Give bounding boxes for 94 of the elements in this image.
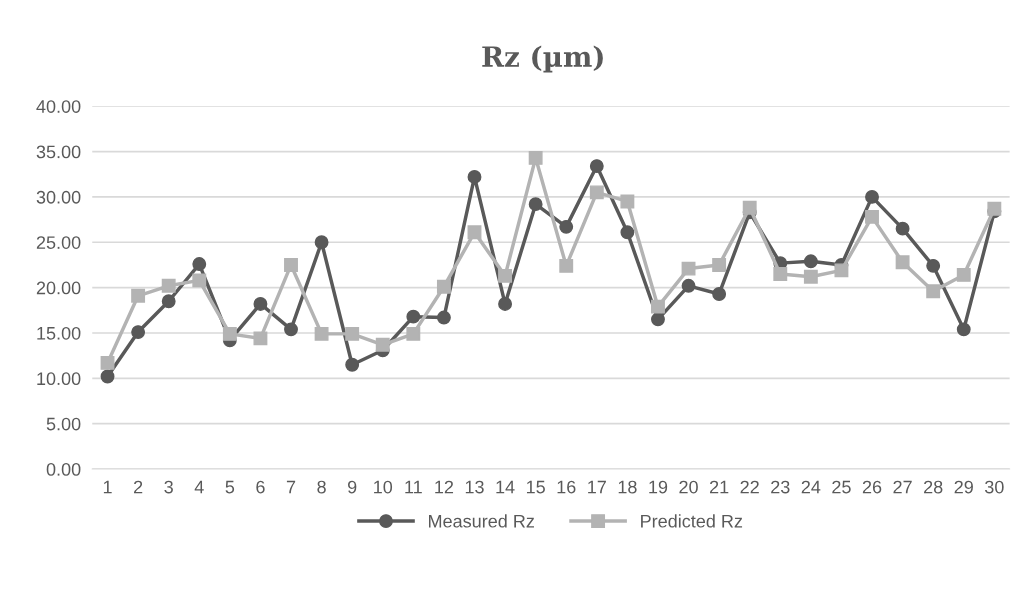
point	[681, 261, 696, 276]
point	[926, 258, 941, 273]
point	[100, 369, 115, 384]
legend-label: Predicted Rz	[641, 514, 743, 528]
y-tick-label: 5.00	[46, 417, 81, 431]
point	[956, 267, 971, 282]
x-tick-label: 28	[924, 480, 943, 494]
x-tick-label: 23	[771, 480, 790, 494]
point	[406, 326, 421, 341]
point	[895, 255, 910, 270]
y-tick-label: 10.00	[37, 372, 81, 386]
y-tick-label: 30.00	[36, 190, 81, 204]
point	[222, 326, 237, 341]
point	[528, 150, 543, 165]
point	[589, 185, 604, 200]
point	[651, 299, 665, 314]
point	[436, 310, 451, 325]
x-tick-label: 27	[893, 480, 912, 494]
point	[131, 288, 146, 303]
point	[284, 258, 298, 272]
point	[651, 312, 665, 327]
point	[375, 337, 390, 352]
x-tick-label: 22	[740, 480, 759, 494]
x-tick-label: 8	[317, 480, 326, 494]
x-tick-label: 6	[256, 480, 265, 494]
x-tick-label: 5	[225, 480, 235, 494]
x-tick-label: 16	[557, 480, 576, 494]
x-tick-label: 25	[832, 480, 851, 494]
point	[314, 326, 329, 341]
legend-label: Measured Rz	[429, 514, 534, 528]
point	[865, 209, 879, 224]
x-tick-label: 29	[954, 480, 973, 494]
point	[926, 284, 941, 299]
point	[345, 357, 360, 372]
point	[161, 278, 176, 293]
x-tick-label: 1	[103, 480, 112, 494]
point	[589, 159, 604, 174]
point	[834, 263, 849, 278]
point	[100, 355, 115, 370]
point	[467, 225, 482, 240]
x-tick-label: 4	[194, 480, 204, 494]
point	[895, 221, 910, 236]
y-tick-label: 40.00	[36, 100, 81, 113]
point	[192, 257, 207, 271]
x-tick-label: 15	[526, 480, 545, 494]
point	[498, 268, 513, 283]
point	[284, 322, 298, 337]
y-tick-label: 0.00	[46, 462, 81, 476]
x-tick-label: 10	[374, 480, 393, 494]
point	[803, 254, 818, 269]
y-tick-label: 20.00	[36, 281, 81, 295]
point	[498, 297, 513, 311]
point	[131, 325, 146, 340]
x-tick-label: 3	[164, 480, 173, 494]
x-tick-label: 14	[496, 480, 515, 494]
x-tick-label: 21	[709, 480, 729, 494]
x-tick-label: 30	[984, 480, 1004, 494]
point	[773, 267, 788, 281]
x-tick-label: 18	[618, 480, 637, 494]
y-tick-label: 15.00	[37, 326, 81, 340]
x-tick-label: 24	[801, 480, 821, 494]
x-tick-label: 12	[435, 480, 454, 494]
point	[528, 197, 543, 212]
point	[314, 235, 329, 250]
point	[559, 219, 574, 234]
point	[436, 279, 451, 294]
y-tick-label: 25.00	[36, 236, 81, 249]
point	[253, 331, 268, 346]
point	[681, 278, 696, 293]
point	[956, 322, 971, 337]
x-tick-label: 2	[134, 480, 143, 494]
x-tick-label: 13	[465, 480, 484, 494]
point	[253, 297, 268, 311]
point	[620, 194, 635, 209]
x-tick-label: 7	[286, 480, 296, 494]
x-tick-label: 26	[862, 480, 882, 494]
point	[620, 225, 635, 240]
point	[803, 269, 818, 284]
x-tick-label: 20	[679, 480, 698, 494]
chart-title: Rz (µm)	[482, 45, 603, 73]
point	[467, 170, 482, 184]
point	[712, 258, 727, 272]
x-tick-label: 11	[405, 480, 422, 494]
x-tick-label: 17	[588, 480, 606, 494]
point	[559, 258, 574, 273]
y-tick-label: 35.00	[36, 145, 81, 159]
point	[712, 287, 727, 301]
x-tick-label: 9	[348, 480, 357, 494]
point	[161, 294, 176, 309]
x-tick-label: 19	[649, 480, 668, 494]
point	[406, 309, 421, 324]
point	[192, 273, 207, 288]
point	[345, 326, 360, 341]
point	[865, 189, 879, 204]
